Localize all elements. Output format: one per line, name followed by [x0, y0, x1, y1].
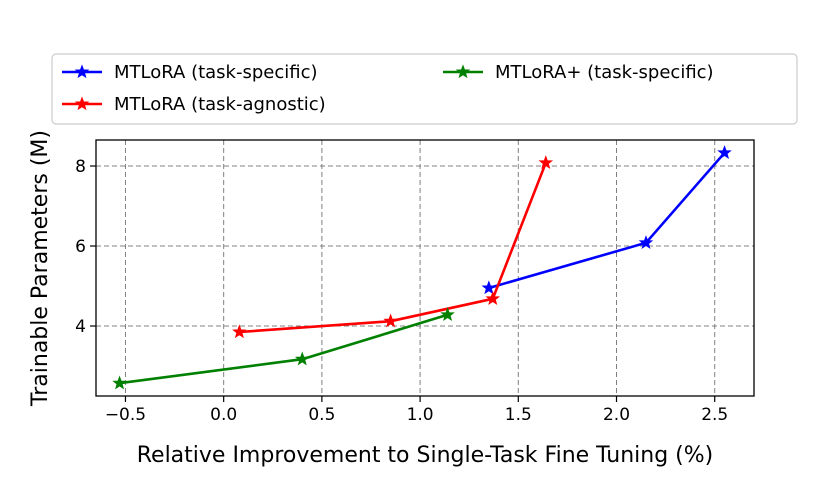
x-axis: −0.5 0.0 0.5 1.0 1.5 2.0 2.5 — [105, 396, 728, 425]
legend-marker — [74, 64, 90, 79]
x-tick-label: 0.5 — [308, 405, 335, 425]
x-tick-label: 2.0 — [603, 405, 630, 425]
y-axis: 4 6 8 — [75, 157, 96, 337]
legend-box — [51, 53, 798, 125]
y-axis-label: Trainable Parameters (M) — [28, 130, 53, 407]
legend-marker — [74, 96, 90, 111]
data-point — [383, 313, 398, 328]
grid — [96, 140, 754, 396]
series — [481, 145, 732, 295]
y-tick-label: 8 — [75, 157, 86, 177]
legend-item: MTLoRA (task-agnostic) — [62, 94, 326, 115]
series-layer — [112, 145, 732, 390]
legend-marker — [455, 64, 471, 79]
x-tick-label: 2.5 — [701, 405, 728, 425]
data-point — [538, 155, 554, 169]
legend-label: MTLoRA (task-agnostic) — [114, 94, 326, 115]
plot-frame — [95, 139, 755, 397]
data-point — [485, 291, 501, 305]
y-tick-label: 4 — [75, 317, 86, 337]
x-tick-label: −0.5 — [105, 405, 146, 425]
series-line — [119, 313, 448, 385]
series — [232, 155, 554, 339]
legend-label: MTLoRA+ (task-specific) — [495, 62, 714, 83]
data-point — [717, 145, 732, 159]
x-tick-label: 0.0 — [210, 405, 237, 425]
legend-label: MTLoRA (task-specific) — [114, 62, 318, 83]
data-point — [112, 375, 127, 390]
data-point — [294, 351, 310, 366]
legend-item: MTLoRA (task-specific) — [62, 62, 318, 83]
x-tick-label: 1.5 — [505, 405, 532, 425]
legend: MTLoRA (task-specific) MTLoRA (task-agnos… — [51, 53, 798, 125]
data-point — [440, 307, 455, 321]
series-line — [239, 162, 548, 334]
x-axis-label: Relative Improvement to Single-Task Fine… — [137, 443, 714, 468]
series — [112, 307, 455, 390]
data-point — [638, 235, 654, 249]
x-tick-label: 1.0 — [407, 405, 434, 425]
y-tick-label: 6 — [75, 237, 86, 257]
legend-item: MTLoRA+ (task-specific) — [443, 62, 714, 83]
data-point — [481, 280, 497, 295]
data-point — [232, 324, 247, 339]
